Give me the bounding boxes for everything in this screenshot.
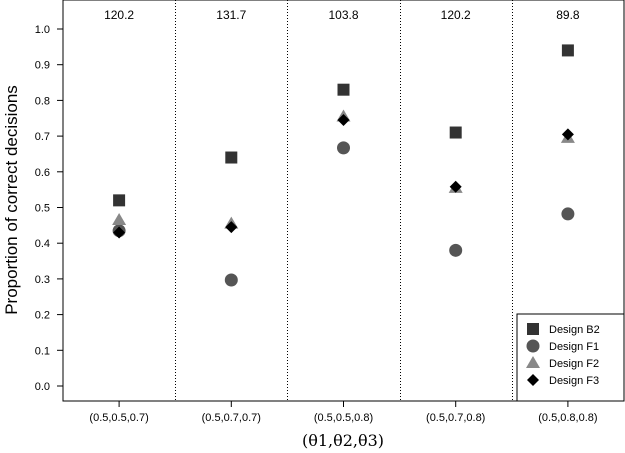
data-point-design-f1 xyxy=(337,141,350,155)
legend-label: Design F1 xyxy=(549,341,599,353)
data-point-design-f3 xyxy=(225,221,238,234)
data-point-design-f1 xyxy=(561,207,575,221)
data-point-design-b2 xyxy=(337,83,350,96)
legend-marker xyxy=(527,374,539,386)
category-annotation: 120.2 xyxy=(104,8,134,22)
category-annotation: 131.7 xyxy=(216,8,246,22)
category-annotation: 103.8 xyxy=(328,8,358,22)
y-tick-label: 1.0 xyxy=(35,24,50,36)
y-tick-label: 0.7 xyxy=(35,131,50,143)
legend-marker xyxy=(526,356,540,368)
legend-label: Design B2 xyxy=(549,324,600,336)
y-tick-label: 0.8 xyxy=(35,95,50,107)
category-separators xyxy=(175,0,513,401)
y-tick-label: 0.9 xyxy=(35,60,50,72)
y-tick-label: 0.1 xyxy=(35,345,50,357)
y-tick-label: 0.6 xyxy=(35,167,50,179)
x-axis: (0.5,0.5,0.7) (0.5,0.7,0.7) (0.5,0.5,0.8) (… xyxy=(89,401,598,424)
legend-label: Design F3 xyxy=(549,375,599,387)
legend-marker xyxy=(526,339,540,353)
y-tick-label: 0.0 xyxy=(35,381,50,393)
legend-label: Design F2 xyxy=(549,358,599,370)
legend-marker xyxy=(527,323,539,335)
x-tick-label: (0.5,0.5,0.7) xyxy=(89,412,148,424)
y-tick-label: 0.3 xyxy=(35,274,50,286)
data-point-design-f1 xyxy=(224,273,238,287)
y-tick-label: 0.5 xyxy=(35,203,50,215)
data-point-design-f3 xyxy=(113,226,126,239)
x-tick-label: (0.5,0.7,0.8) xyxy=(426,412,485,424)
data-point-design-f3 xyxy=(449,180,462,193)
category-annotation: 89.8 xyxy=(556,8,580,22)
data-point-design-b2 xyxy=(561,44,574,57)
data-point-design-b2 xyxy=(449,126,462,139)
data-point-design-f1 xyxy=(449,243,463,257)
data-point-design-b2 xyxy=(113,194,126,207)
data-points xyxy=(112,44,575,287)
x-tick-label: (0.5,0.8,0.8) xyxy=(538,412,597,424)
x-tick-label: (0.5,0.7,0.7) xyxy=(202,412,261,424)
data-point-design-f3 xyxy=(337,114,350,127)
annotations: 120.2 131.7 103.8 120.2 89.8 xyxy=(104,8,580,22)
y-axis-label: Proportion of correct decisions xyxy=(2,85,21,315)
y-axis: 0.0 0.1 0.2 0.3 0.4 0.5 0.6 0.7 0.8 0.9 1.0 xyxy=(35,24,63,393)
category-annotation: 120.2 xyxy=(441,8,471,22)
data-point-design-b2 xyxy=(225,151,238,164)
data-point-design-f2 xyxy=(112,212,127,225)
x-axis-label: (θ1,θ2,θ3) xyxy=(302,431,384,450)
legend: Design B2 Design F1 Design F2 Design F3 xyxy=(516,313,625,402)
y-tick-label: 0.2 xyxy=(35,310,50,322)
data-point-design-f3 xyxy=(561,128,574,141)
x-tick-label: (0.5,0.5,0.8) xyxy=(314,412,373,424)
y-tick-label: 0.4 xyxy=(35,238,50,250)
